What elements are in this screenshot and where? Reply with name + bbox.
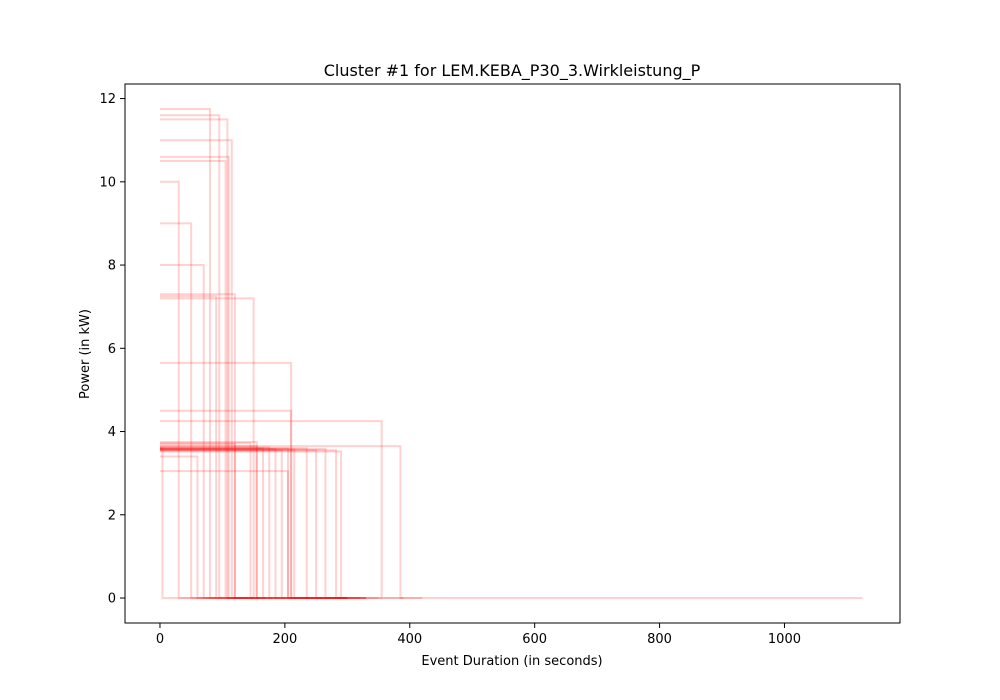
y-axis-ticks: 0 2 4 6 8 10 12 [99,92,125,607]
series-line-12 [159,450,379,600]
x-axis-ticks: 0 200 400 600 800 1000 [156,623,801,647]
y-tick-label: 2 [108,508,116,523]
series-line-10 [159,448,367,600]
series-line-13 [159,445,423,600]
series-line-26 [159,107,248,600]
x-tick-label: 800 [647,632,672,647]
series-line-6 [159,447,367,600]
series-line-14 [159,420,404,600]
series-line-1 [159,445,382,600]
series-line-15 [159,442,285,600]
y-tick-label: 10 [99,175,116,190]
plot-frame [124,83,901,624]
series-line-4 [159,448,348,600]
y-tick-label: 0 [108,592,116,607]
series-line-23 [159,139,260,600]
series-line-22 [159,155,267,600]
y-tick-label: 12 [99,92,116,107]
series-line-8 [159,447,348,600]
x-axis-label: Event Duration (in seconds) [421,654,602,669]
series-line-3 [159,446,367,600]
series-line-9 [159,449,360,600]
y-tick-label: 4 [108,425,116,440]
series-line-29 [159,297,279,600]
series-line-2 [159,447,348,600]
y-tick-label: 8 [108,259,116,274]
series-line-30 [159,455,235,600]
series-line-16 [159,440,292,600]
x-tick-label: 400 [397,632,422,647]
x-tick-label: 1000 [768,632,801,647]
x-tick-label: 0 [156,632,164,647]
series-line-21 [159,160,260,600]
series-line-25 [159,114,254,600]
series-line-11 [159,449,348,600]
series-line-5 [159,449,342,600]
series-line-32 [159,222,223,600]
series-line-27 [159,295,254,600]
series-line-0 [159,447,863,600]
series-line-18 [159,470,310,600]
series-line-31 [159,180,217,600]
series-line-28 [159,293,267,600]
series-line-7 [159,448,348,600]
y-axis-label: Power (in kW) [78,309,93,399]
chart-title: Cluster #1 for LEM.KEBA_P30_3.Wirkleistu… [324,61,701,81]
series-line-19 [159,409,310,600]
series-lines [159,107,863,600]
series-line-24 [159,118,254,600]
y-tick-label: 6 [108,342,116,357]
series-line-33 [159,264,229,600]
x-tick-label: 600 [522,632,547,647]
x-tick-label: 200 [272,632,297,647]
series-line-17 [159,443,273,600]
series-line-20 [159,361,323,600]
